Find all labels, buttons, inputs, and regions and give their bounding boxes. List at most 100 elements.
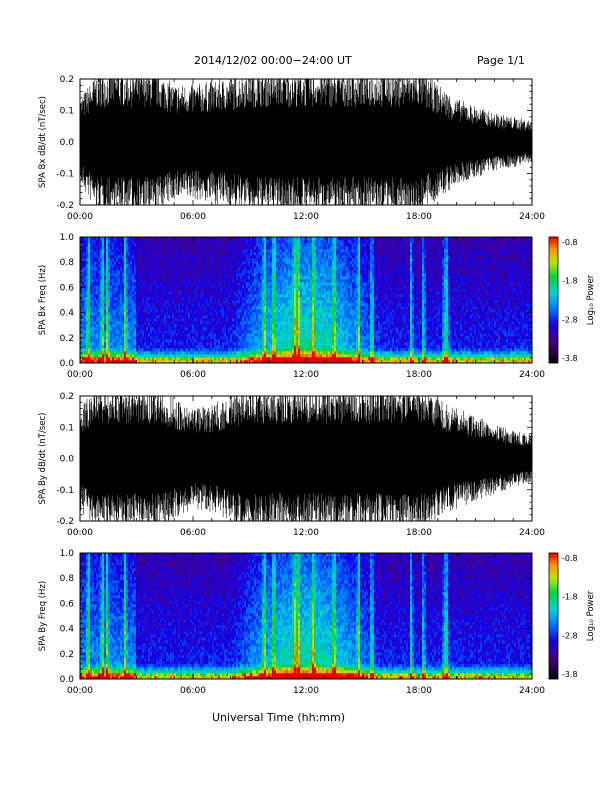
spectrogram-cell — [262, 315, 265, 319]
spectrogram-cell — [206, 303, 209, 307]
spectrogram-cell — [160, 237, 163, 241]
spectrogram-cell — [234, 240, 237, 244]
spectrogram-cell — [178, 360, 181, 364]
spectrogram-cell — [206, 348, 209, 352]
spectrogram-cell — [100, 273, 103, 277]
spectrogram-cell — [284, 240, 287, 244]
spectrogram-cell — [270, 252, 273, 256]
spectrogram-cell — [200, 270, 203, 274]
spectrogram-cell — [228, 357, 231, 361]
spectrogram-cell — [110, 273, 113, 277]
spectrogram-cell — [200, 318, 203, 322]
spectrogram-cell — [218, 246, 221, 250]
spectrogram-cell — [148, 333, 151, 337]
spectrogram-cell — [84, 279, 87, 283]
spectrogram-cell — [154, 246, 157, 250]
spectrogram-cell — [212, 237, 215, 241]
spectrogram-cell — [168, 324, 171, 328]
spectrogram-cell — [290, 333, 293, 337]
spectrogram-cell — [180, 264, 183, 268]
spectrogram-cell — [292, 279, 295, 283]
spectrogram-cell — [232, 354, 235, 358]
spectrogram-cell — [238, 240, 241, 244]
spectrogram-cell — [262, 330, 265, 334]
spectrogram-cell — [172, 324, 175, 328]
spectrogram-cell — [118, 237, 121, 241]
spectrogram-cell — [162, 300, 165, 304]
spectrogram-cell — [198, 333, 201, 337]
spectrogram-cell — [82, 345, 85, 349]
spectrogram-cell — [194, 297, 197, 301]
spectrogram-cell — [92, 276, 95, 280]
spectrogram-cell — [198, 288, 201, 292]
spectrogram-cell — [294, 360, 297, 364]
spectrogram-cell — [268, 321, 271, 325]
spectrogram-cell — [90, 342, 93, 346]
spectrogram-cell — [110, 288, 113, 292]
spectrogram-cell — [226, 273, 229, 277]
spectrogram-cell — [312, 348, 315, 352]
spectrogram-cell — [288, 243, 291, 247]
spectrogram-cell — [294, 267, 297, 271]
spectrogram-cell — [258, 336, 261, 340]
spectrogram-cell — [302, 276, 305, 280]
spectrogram-cell — [224, 288, 227, 292]
spectrogram-cell — [126, 300, 129, 304]
spectrogram-cell — [230, 327, 233, 331]
spectrogram-cell — [242, 270, 245, 274]
spectrogram-cell — [302, 306, 305, 310]
spectrogram-cell — [198, 267, 201, 271]
spectrogram-cell — [214, 351, 217, 355]
spectrogram-cell — [232, 246, 235, 250]
spectrogram-cell — [202, 255, 205, 259]
spectrogram-cell — [302, 255, 305, 259]
spectrogram-cell — [276, 309, 279, 313]
spectrogram-cell — [180, 303, 183, 307]
spectrogram-cell — [300, 246, 303, 250]
spectrogram-cell — [286, 279, 289, 283]
spectrogram-cell — [262, 279, 265, 283]
spectrogram-cell — [196, 249, 199, 253]
spectrogram-cell — [92, 300, 95, 304]
spectrogram-cell — [256, 258, 259, 262]
spectrogram-cell — [254, 318, 257, 322]
spectrogram-cell — [240, 345, 243, 349]
spectrogram-cell — [202, 360, 205, 364]
spectrogram-cell — [296, 321, 299, 325]
spectrogram-cell — [202, 297, 205, 301]
spectrogram-cell — [114, 312, 117, 316]
spectrogram-cell — [212, 258, 215, 262]
spectrogram-cell — [296, 342, 299, 346]
spectrogram-cell — [256, 348, 259, 352]
spectrogram-cell — [142, 327, 145, 331]
spectrogram-cell — [288, 252, 291, 256]
spectrogram-cell — [166, 330, 169, 334]
spectrogram-cell — [124, 246, 127, 250]
spectrogram-cell — [80, 354, 83, 358]
spectrogram-cell — [292, 276, 295, 280]
spectrogram-cell — [204, 279, 207, 283]
spectrogram-cell — [280, 339, 283, 343]
spectrogram-cell — [90, 252, 93, 256]
spectrogram-cell — [136, 339, 139, 343]
spectrogram-cell — [240, 288, 243, 292]
spectrogram-cell — [136, 345, 139, 349]
spectrogram-cell — [208, 309, 211, 313]
spectrogram-cell — [84, 276, 87, 280]
spectrogram-cell — [192, 300, 195, 304]
spectrogram-cell — [178, 330, 181, 334]
spectrogram-cell — [208, 303, 211, 307]
spectrogram-cell — [228, 279, 231, 283]
spectrogram-cell — [134, 264, 137, 268]
spectrogram-cell — [248, 327, 251, 331]
spectrogram-cell — [92, 318, 95, 322]
spectrogram-cell — [284, 357, 287, 361]
spectrogram-cell — [88, 324, 91, 328]
spectrogram-cell — [112, 336, 115, 340]
spectrogram-cell — [86, 324, 89, 328]
spectrogram-cell — [242, 279, 245, 283]
spectrogram-cell — [186, 276, 189, 280]
spectrogram-cell — [88, 258, 91, 262]
spectrogram-cell — [152, 321, 155, 325]
spectrogram-cell — [246, 333, 249, 337]
